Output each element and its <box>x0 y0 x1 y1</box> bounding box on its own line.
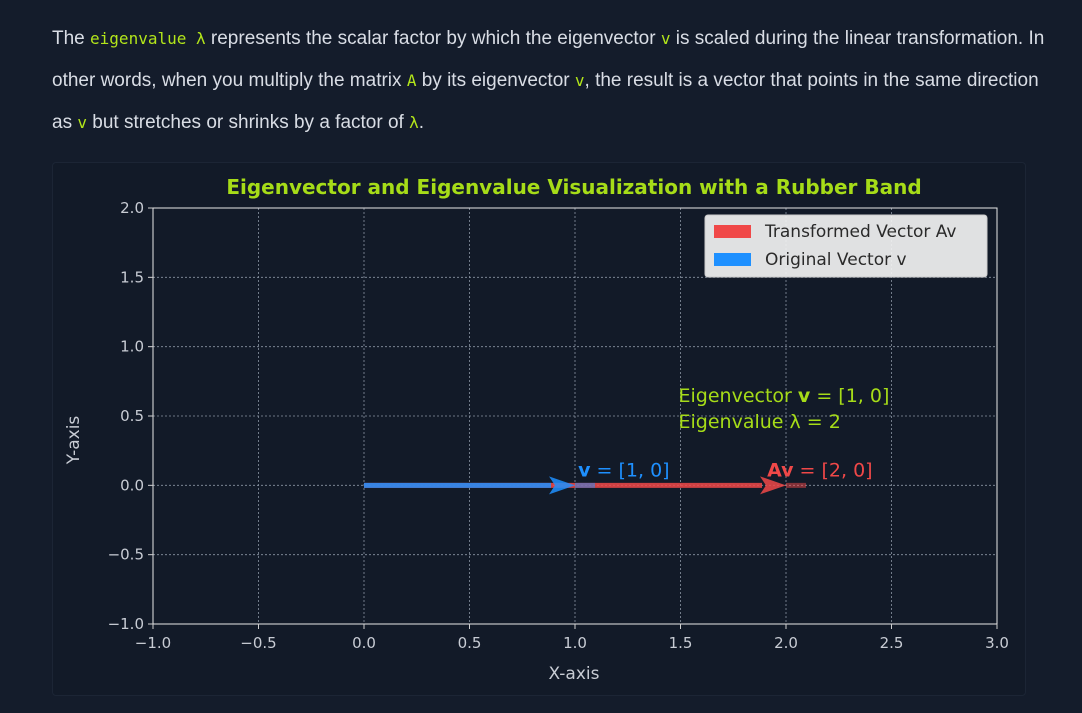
transformed-vector-arrow-head <box>760 476 786 495</box>
legend-box <box>704 214 988 278</box>
label-av: Av = [2, 0] <box>767 459 873 481</box>
chart-card: −1.0 −0.5 0.0 0.5 1.0 1.5 2.0 2.5 3.0 −1.0 −0.5 0.0… <box>52 162 1026 696</box>
code-lambda: λ <box>409 113 419 132</box>
x-axis-label: X-axis <box>549 664 600 684</box>
code-a: A <box>406 71 417 90</box>
text-segment: The <box>52 28 91 49</box>
x-tick-label: 0.5 <box>458 634 482 652</box>
label-eigenvector: Eigenvector v = [1, 0] <box>679 385 890 407</box>
text-segment: is scaled during the linear transformati… <box>52 28 1045 91</box>
y-tick-label: 0.5 <box>120 407 144 425</box>
legend-entry: Original Vector v <box>765 250 907 270</box>
y-tick-label: 0.0 <box>120 476 144 494</box>
label-v: v = [1, 0] <box>578 459 669 481</box>
label-eigenvalue: Eigenvalue λ = 2 <box>679 411 841 433</box>
original-vector-arrow <box>364 476 595 495</box>
text-segment: by its eigenvector <box>416 70 575 91</box>
y-axis-label: Y-axis <box>64 416 84 466</box>
x-tick-label: 1.0 <box>563 634 587 652</box>
x-tick-label: 0.0 <box>352 634 376 652</box>
y-tick-label: −0.5 <box>108 546 144 564</box>
legend-entry: Transformed Vector Av <box>764 222 956 242</box>
text-segment: represents the scalar factor by which th… <box>205 28 661 49</box>
code-v: v <box>660 29 671 48</box>
y-tick-label: −1.0 <box>108 615 144 633</box>
original-vector-arrow-head <box>549 476 575 495</box>
text-segment: , the result is a vector that points in … <box>52 70 1039 133</box>
y-tick-label: 2.0 <box>120 199 144 217</box>
explanation-paragraph: The eigenvalue λ represents the scalar f… <box>52 18 1052 144</box>
eigen-chart: −1.0 −0.5 0.0 0.5 1.0 1.5 2.0 2.5 3.0 −1.0 −0.5 0.0… <box>64 175 1009 684</box>
x-tick-label: −1.0 <box>135 634 171 652</box>
legend-swatch <box>714 225 751 238</box>
x-tick-label: 2.0 <box>774 634 798 652</box>
x-tick-label: 2.5 <box>880 634 904 652</box>
x-tick-label: −0.5 <box>240 634 276 652</box>
chart-title: Eigenvector and Eigenvalue Visualization… <box>226 175 921 199</box>
code-v: v <box>574 71 585 90</box>
legend-swatch <box>714 253 751 266</box>
code-v: v <box>77 113 87 132</box>
y-tick-label: 1.5 <box>120 268 144 286</box>
y-tick-label: 1.0 <box>120 338 144 356</box>
text-segment: but stretches or shrinks by a factor of <box>87 112 410 133</box>
x-tick-label: 1.5 <box>669 634 693 652</box>
x-tick-label: 3.0 <box>985 634 1009 652</box>
code-eigenvalue: eigenvalue λ <box>90 29 206 48</box>
text-segment: . <box>418 112 425 133</box>
